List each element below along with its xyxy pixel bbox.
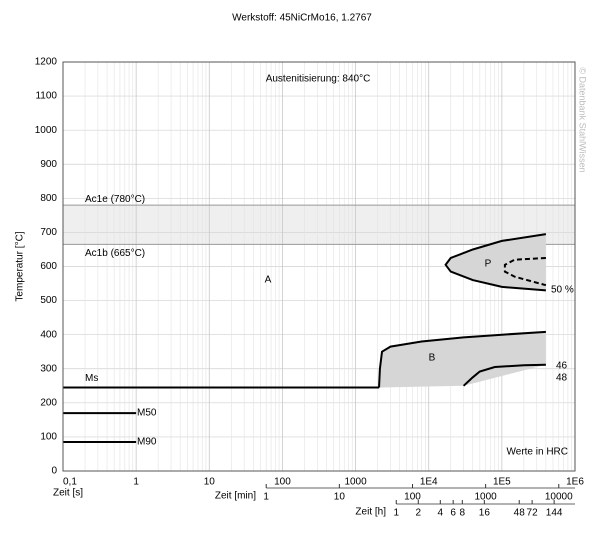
ac-band [63,205,575,245]
y-tick-label: 600 [40,261,57,272]
y-tick-label: 900 [40,159,57,170]
region-label: P [485,259,492,270]
y-tick-label: 100 [40,432,57,443]
x-tick-label: 1E4 [420,477,438,488]
x-tick-label: 1 [133,477,139,488]
ac-label: Ac1e (780°C) [85,194,145,205]
x-tick-label: 1 [393,508,399,519]
x-tick-label: 1000 [475,492,498,503]
x-axis-label: Zeit [h] [355,507,386,518]
y-tick-label: 300 [40,363,57,374]
y-tick-label: 500 [40,295,57,306]
ac-label: Ac1b (665°C) [85,248,145,259]
chart-title: Werkstoff: 45NiCrMo16, 1.2767 [232,13,372,24]
bainite-fill [379,331,546,388]
y-tick-label: 0 [51,466,57,477]
curve-label: Ms [85,373,98,384]
y-tick-label: 400 [40,329,57,340]
y-tick-label: 1000 [35,125,58,136]
y-tick-label: 200 [40,397,57,408]
note: Werte in HRC [507,447,569,458]
curve [378,330,546,388]
y-tick-label: 800 [40,193,57,204]
x-tick-label: 1E5 [493,477,511,488]
plot-frame [62,61,576,472]
subtitle: Austenitisierung: 840°C [266,74,371,85]
region-fill [445,234,546,291]
hardness-label: 48 [556,373,568,384]
x-tick-label: 0,1 [63,477,77,488]
y-axis-label: Temperatur [°C] [15,231,26,301]
x-tick-label: 10 [334,492,346,503]
watermark: © Datenbank StahlWissen [578,67,588,172]
x-tick-label: 72 [527,508,539,519]
x-tick-label: 1 [263,492,269,503]
x-tick-label: 16 [479,508,491,519]
x-axis-label: Zeit [s] [53,488,83,499]
x-tick-label: 6 [450,508,456,519]
x-tick-label: 10 [204,477,216,488]
curve-label: M90 [137,437,157,448]
x-tick-label: 8 [460,508,466,519]
x-tick-label: 100 [274,477,291,488]
y-tick-label: 700 [40,227,57,238]
x-tick-label: 10000 [545,492,573,503]
x-tick-label: 2 [415,508,421,519]
curve-label: 50 % [551,285,574,296]
region-label: B [429,353,436,364]
hardness-label: 46 [556,361,568,372]
region-fill [463,364,546,386]
x-tick-label: 1000 [344,477,367,488]
x-tick-label: 48 [514,508,526,519]
curve [462,363,546,387]
x-tick-label: 4 [438,508,444,519]
curve-label: M50 [137,408,157,419]
curve [503,257,547,287]
x-tick-label: 100 [404,492,421,503]
y-tick-label: 1200 [35,57,58,68]
y-tick-label: 1100 [35,91,57,102]
x-tick-label: 1E6 [566,477,584,488]
curve [444,233,547,292]
x-axis-label: Zeit [min] [215,491,256,502]
region-label: A [265,275,272,286]
x-tick-label: 144 [546,508,563,519]
